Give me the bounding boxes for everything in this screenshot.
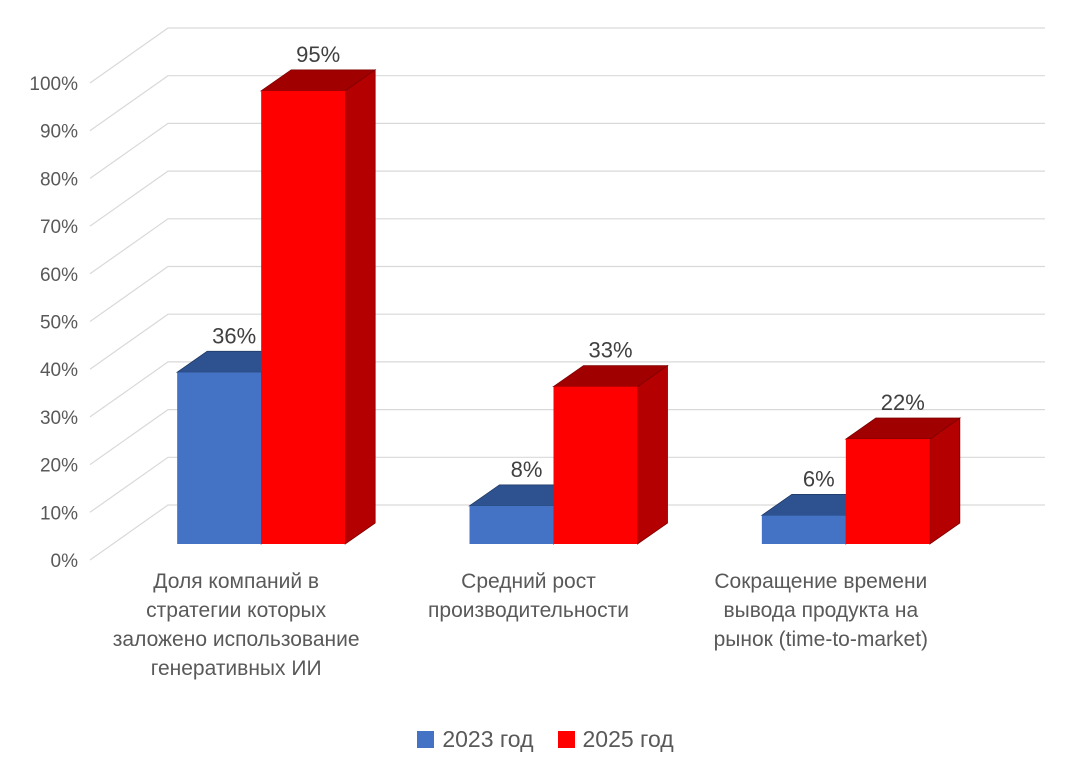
gridline (89, 75, 1045, 132)
category-label-line: стратегии которых (146, 599, 327, 622)
bar-series1-cat1 (552, 364, 669, 545)
gridline (89, 122, 1045, 179)
data-label: 33% (588, 338, 632, 363)
gridline (89, 170, 1045, 227)
bar-front-face (469, 505, 554, 544)
category-label-line: Доля компаний в (153, 570, 320, 593)
gridlines (89, 27, 1045, 561)
category-label-line: Сокращение времени (714, 570, 928, 593)
gridline (89, 504, 1045, 561)
category-label-line: Средний рост (461, 570, 596, 593)
legend-swatch-icon (417, 730, 435, 748)
gridline (89, 313, 1045, 370)
y-tick-label: 70% (40, 217, 78, 238)
gridline (89, 409, 1045, 466)
gridline (89, 27, 1045, 84)
gridline (89, 218, 1045, 275)
legend-label: 2023 год (442, 725, 534, 752)
data-label: 22% (881, 390, 925, 415)
y-tick-label: 10% (40, 503, 78, 524)
legend-item-1: 2025 год (557, 725, 674, 753)
category-label-line: заложено использование (112, 628, 360, 651)
category-label-2: Сокращение времени вывода продукта на рыно… (651, 567, 991, 654)
bar-series1-cat0 (259, 69, 377, 545)
bar-front-face (261, 90, 346, 544)
y-tick-label: 80% (40, 169, 78, 190)
y-tick-label: 100% (29, 74, 78, 95)
bar-front-face (761, 515, 846, 544)
gridline (89, 456, 1045, 513)
bar-front-face (553, 386, 638, 544)
category-label-line: рынок (time-to-market) (713, 628, 929, 651)
bar-side-face (344, 69, 376, 545)
y-tick-label: 60% (40, 265, 78, 286)
y-tick-label: 0% (51, 551, 79, 572)
data-label: 6% (803, 466, 835, 491)
data-label: 36% (212, 323, 256, 348)
gridline (89, 265, 1045, 322)
data-labels: 36% 95% 8% 33% 6% 22% (212, 42, 925, 492)
category-label-0: Доля компаний в стратегии которых заложено… (66, 567, 406, 683)
bar-side-face (637, 364, 668, 545)
chart-legend: 2023 год 2025 год (0, 722, 1091, 756)
y-axis-tick-labels: 0% 10% 20% 30% 40% 50% 60% 70% 80% 90% 100% (29, 74, 78, 572)
bar-side-face (929, 417, 961, 545)
y-tick-label: 20% (40, 456, 78, 477)
y-tick-label: 40% (40, 360, 78, 381)
bar-series1-cat2 (844, 417, 962, 545)
data-label: 8% (511, 457, 543, 482)
category-label-line: вывода продукта на (723, 599, 919, 622)
bar-front-face (177, 372, 262, 544)
y-tick-label: 90% (40, 122, 78, 143)
legend-swatch-icon (557, 730, 575, 748)
legend-item-0: 2023 год (417, 725, 534, 753)
legend-label: 2025 год (582, 725, 674, 752)
bars (175, 69, 962, 545)
gridline (89, 361, 1045, 418)
category-label-1: Средний рост производительности (359, 567, 699, 625)
data-label: 95% (296, 42, 340, 67)
y-tick-label: 30% (40, 408, 78, 429)
category-label-line: производительности (428, 599, 629, 622)
category-label-line: генеративных ИИ (150, 657, 322, 680)
y-tick-label: 50% (40, 313, 78, 334)
bar-front-face (845, 439, 930, 544)
